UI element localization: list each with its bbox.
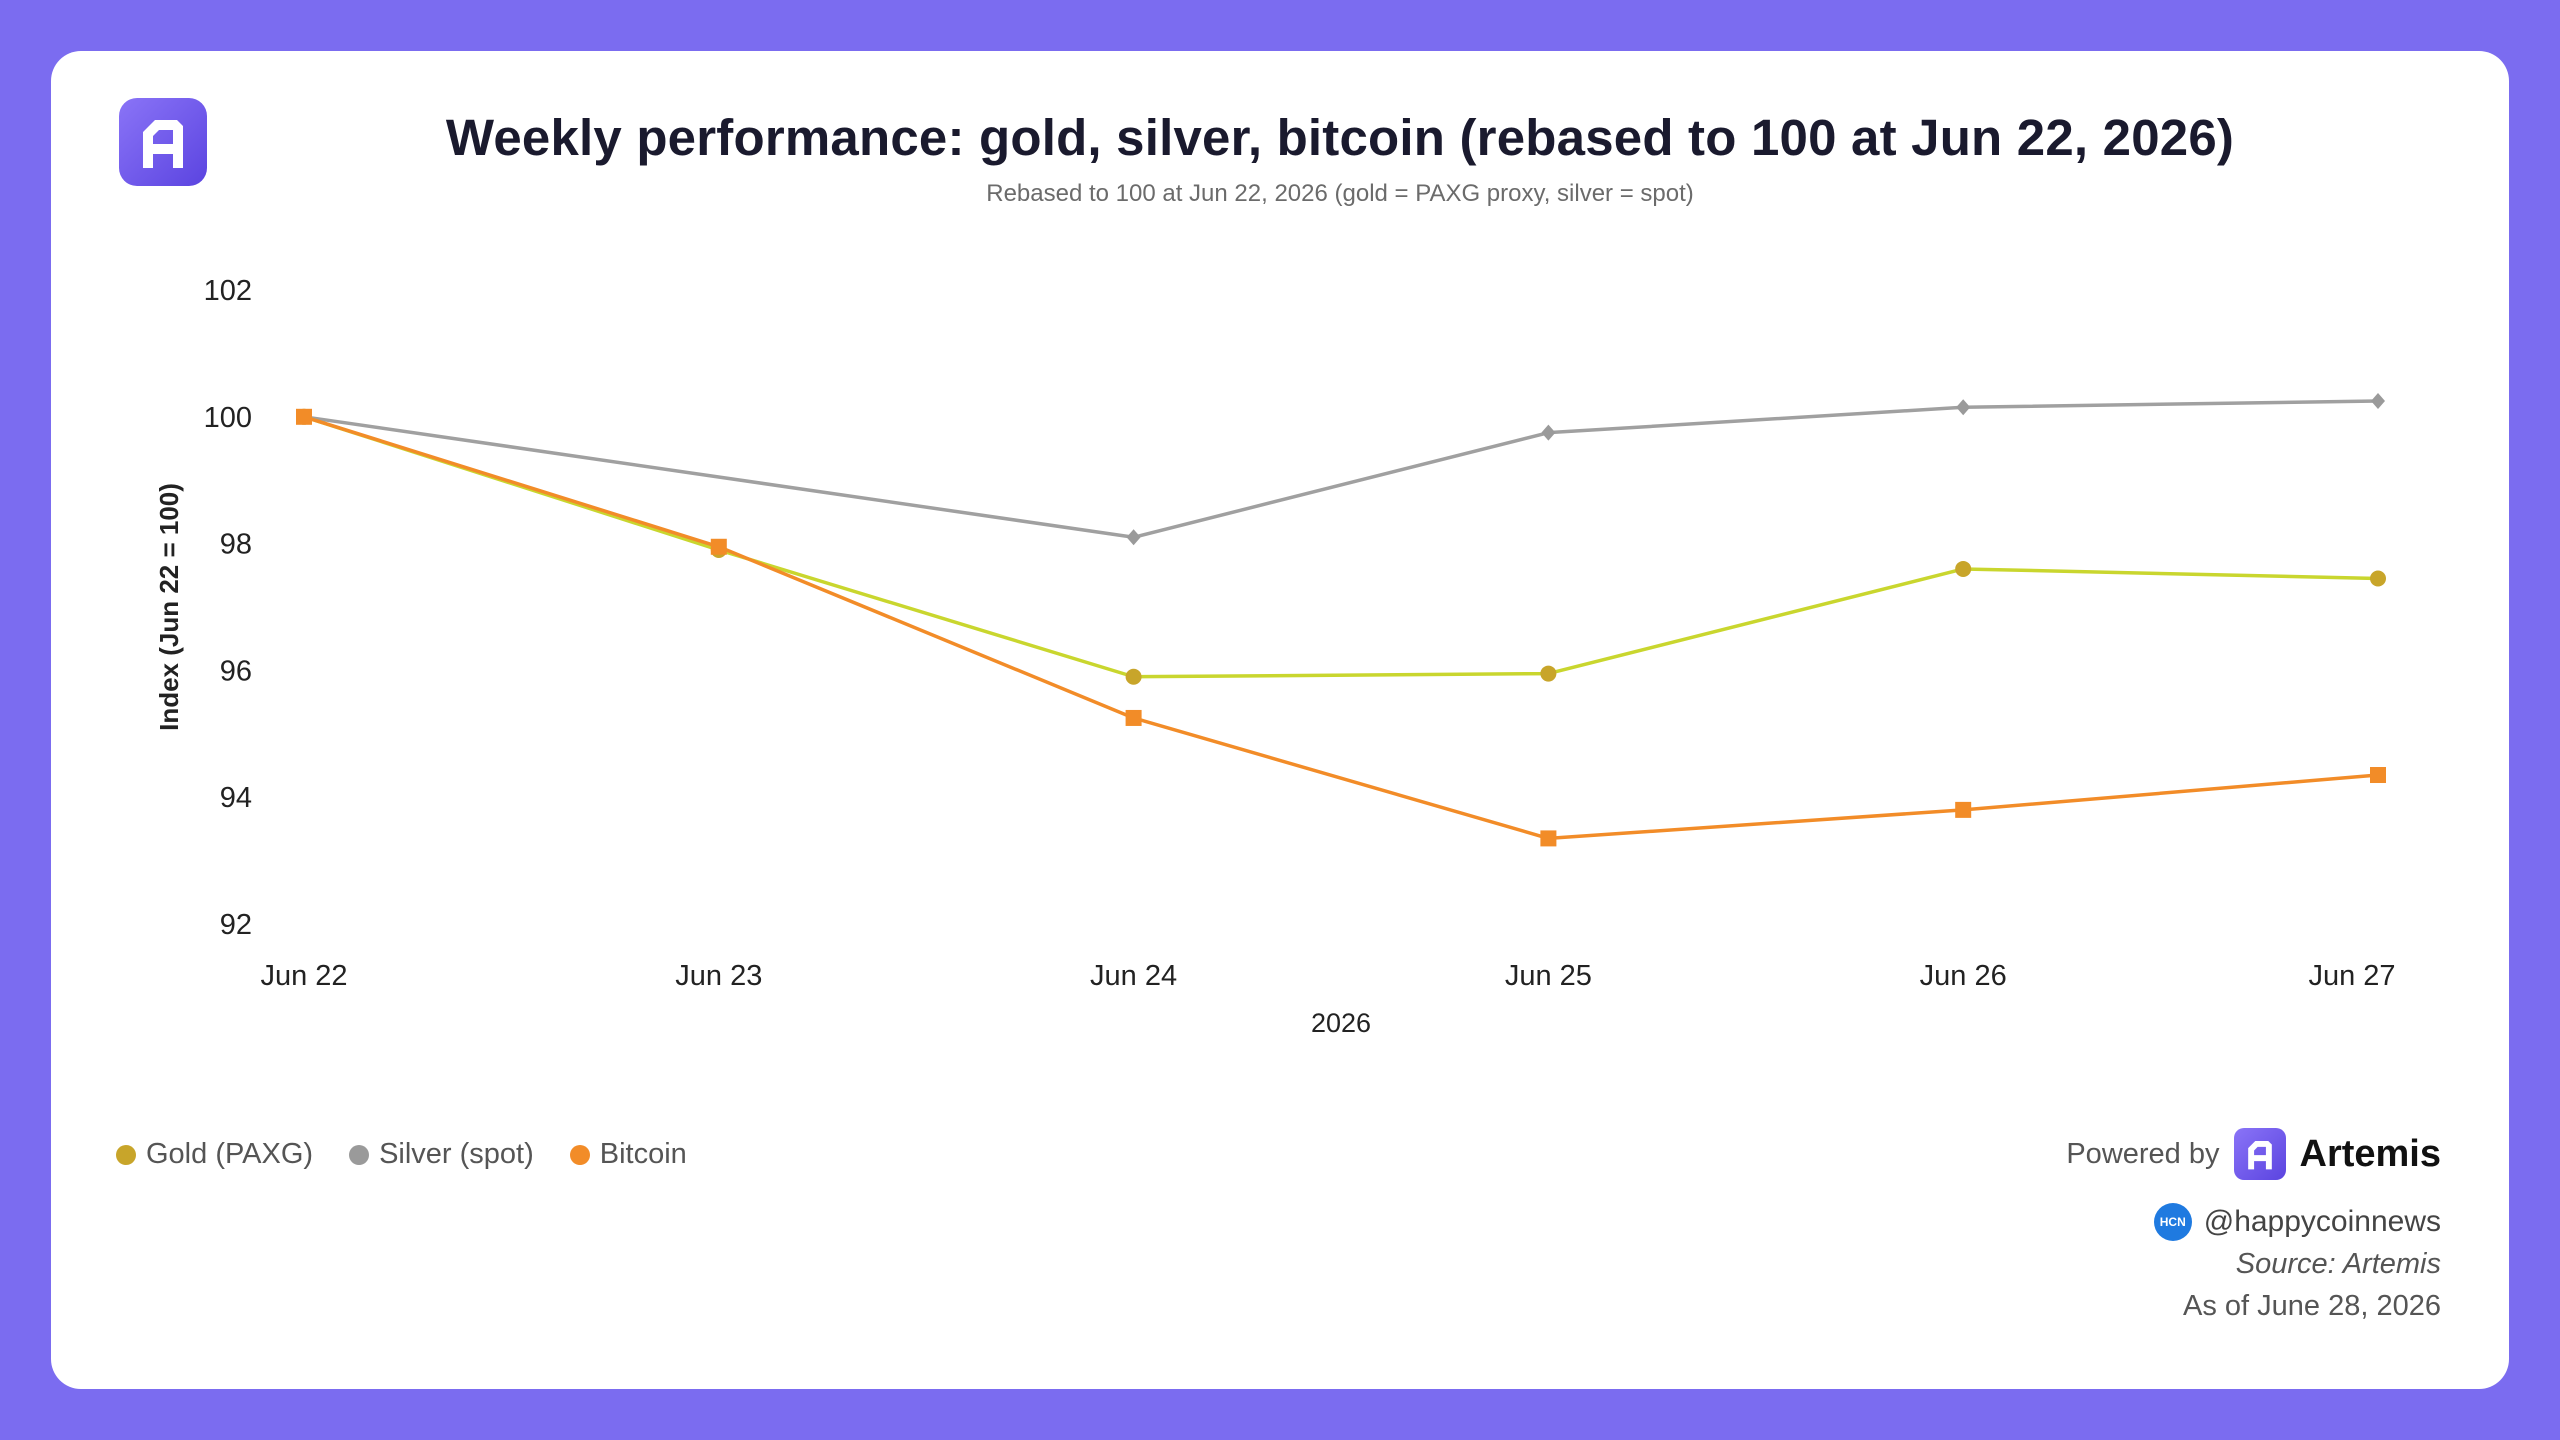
- legend-label: Gold (PAXG): [146, 1138, 314, 1170]
- brand-name: Artemis: [2299, 1132, 2442, 1175]
- legend-swatch: [116, 1144, 136, 1165]
- x-tick-label: Jun 24: [1090, 960, 1177, 992]
- data-point-bitcoin: [710, 538, 727, 555]
- data-point-bitcoin: [1540, 830, 1557, 847]
- handle-text: @happycoinnews: [2203, 1205, 2441, 1238]
- series-line-bitcoin: [303, 415, 2379, 841]
- source-note: Source: Artemis: [2235, 1248, 2441, 1280]
- artemis-mark-icon: [2233, 1128, 2286, 1180]
- y-tick-label: 96: [220, 655, 252, 687]
- as-of-date: As of June 28, 2026: [2183, 1290, 2441, 1322]
- y-tick-label: 94: [220, 782, 252, 814]
- powered-by: Powered by Artemis: [2066, 1128, 2441, 1180]
- x-tick-label: Jun 26: [1920, 960, 2007, 992]
- chart-legend: Gold (PAXG) Silver (spot) Bitcoin: [116, 1138, 687, 1171]
- social-handle[interactable]: HCN @happycoinnews: [2153, 1203, 2441, 1241]
- data-point-gold-paxg: [1955, 560, 1972, 577]
- data-point-bitcoin: [1955, 801, 1972, 818]
- x-tick-label: Jun 23: [675, 960, 762, 992]
- data-point-bitcoin: [296, 408, 312, 425]
- legend-swatch: [569, 1144, 590, 1165]
- data-point-silver-spot: [1541, 424, 1556, 441]
- data-point-bitcoin: [2370, 767, 2386, 784]
- x-tick-label: Jun 22: [260, 960, 347, 992]
- data-point-silver-spot: [1126, 529, 1141, 546]
- data-point-gold-paxg: [1125, 668, 1142, 685]
- y-tick-label: 100: [204, 402, 252, 434]
- data-point-gold-paxg: [1540, 665, 1557, 682]
- powered-by-label: Powered by: [2066, 1137, 2220, 1170]
- hcn-badge-icon: HCN: [2153, 1203, 2192, 1241]
- x-tick-label: Jun 25: [1505, 960, 1592, 992]
- x-tick-label: Jun 27: [2308, 960, 2395, 992]
- chart-subtitle: Rebased to 100 at Jun 22, 2026 (gold = P…: [986, 180, 1694, 207]
- chart-title: Weekly performance: gold, silver, bitcoi…: [445, 109, 2235, 166]
- data-point-silver-spot: [2371, 392, 2385, 409]
- chart-card: [51, 51, 2509, 1389]
- legend-item[interactable]: Silver (spot): [349, 1138, 534, 1171]
- legend-label: Bitcoin: [599, 1138, 687, 1170]
- legend-label: Silver (spot): [379, 1138, 534, 1170]
- legend-item[interactable]: Gold (PAXG): [116, 1138, 313, 1171]
- data-point-gold-paxg: [2370, 570, 2386, 587]
- legend-swatch: [349, 1144, 370, 1165]
- y-tick-label: 102: [204, 275, 252, 307]
- y-tick-label: 92: [220, 909, 252, 941]
- x-axis-label: 2026: [1311, 1008, 1371, 1038]
- y-tick-label: 98: [220, 529, 252, 561]
- series-line-gold-paxg: [303, 415, 2379, 679]
- data-point-bitcoin: [1125, 709, 1142, 726]
- y-axis-label: Index (Jun 22 = 100): [154, 483, 184, 731]
- legend-item[interactable]: Bitcoin: [569, 1138, 687, 1171]
- data-point-silver-spot: [1956, 399, 1971, 416]
- artemis-logo-icon: [119, 98, 207, 186]
